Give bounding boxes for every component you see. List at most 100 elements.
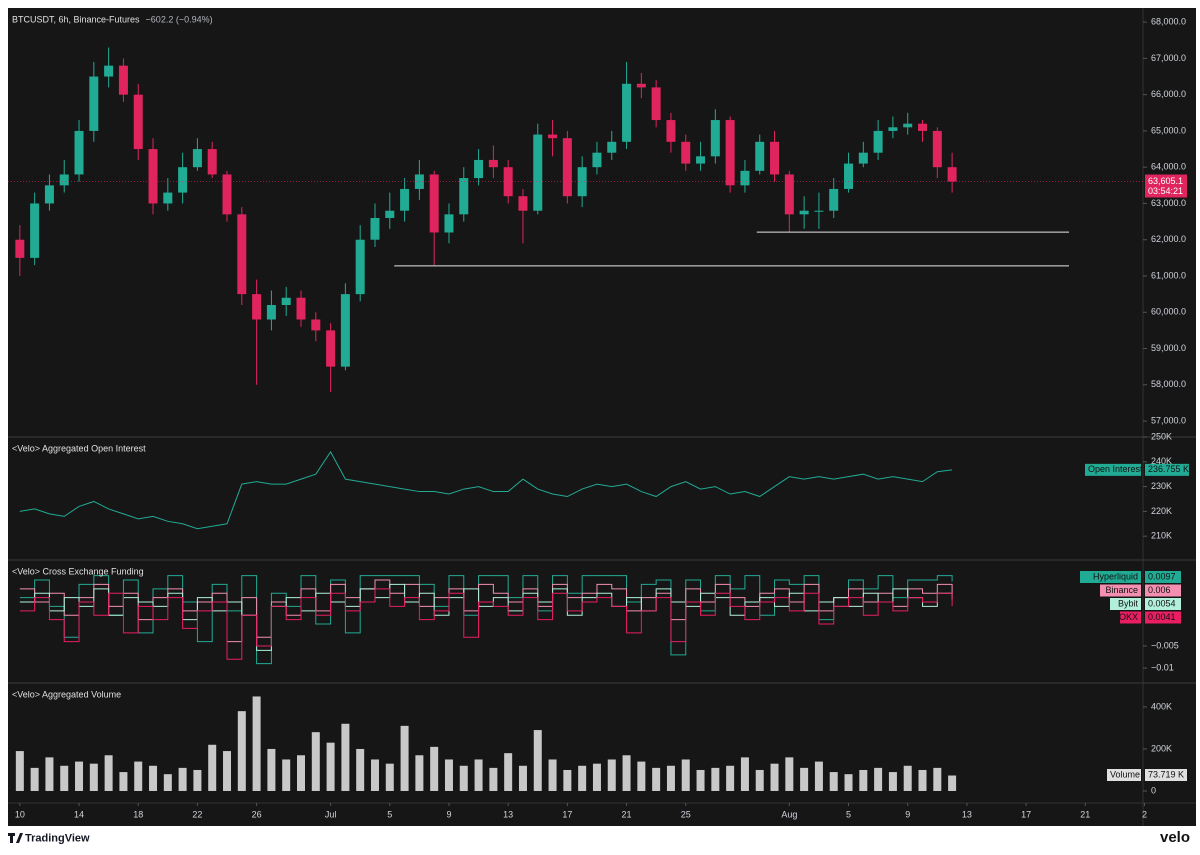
candle-body	[858, 152, 868, 164]
volume-bar	[681, 759, 690, 791]
funding-line	[19, 575, 953, 665]
volume-bar	[859, 769, 868, 791]
y-tick-label: −0.01	[1151, 662, 1174, 672]
candle-body	[488, 159, 498, 168]
x-tick-label: 22	[192, 809, 202, 819]
y-tick-label: −0.005	[1151, 640, 1179, 650]
volume-bar	[548, 759, 557, 791]
x-tick-label: 21	[1080, 809, 1090, 819]
volume-bar	[444, 759, 453, 791]
volume-bar	[15, 751, 24, 791]
legend-badge	[1107, 769, 1141, 781]
volume-bar	[607, 759, 616, 791]
volume-bar	[223, 751, 232, 791]
volume-bar	[504, 753, 513, 791]
x-tick-label: 5	[387, 809, 392, 819]
volume-bar	[267, 748, 276, 791]
volume-bar	[563, 769, 572, 791]
candle-body	[118, 65, 128, 95]
volume-bar	[814, 761, 823, 791]
volume-bar	[696, 769, 705, 791]
candle-body	[148, 149, 158, 204]
volume-bar	[666, 765, 675, 791]
candle-body	[89, 76, 99, 131]
y-tick-label: 64,000.0	[1151, 162, 1186, 172]
candle-body	[607, 141, 617, 153]
volume-bar	[637, 761, 646, 791]
candle-body	[829, 188, 839, 211]
volume-bar	[533, 730, 542, 791]
funding-line	[19, 588, 953, 660]
x-tick-label: 13	[962, 809, 972, 819]
candle-body	[15, 239, 25, 258]
y-tick-label: 200K	[1151, 743, 1172, 753]
legend-value-badge	[1145, 463, 1189, 476]
candle-body	[636, 83, 646, 88]
legend-value-badge	[1145, 769, 1187, 781]
candle-body	[651, 87, 661, 121]
candle-body	[592, 152, 602, 168]
volume-bar	[415, 755, 424, 791]
candle-body	[725, 120, 735, 186]
legend-badge	[1110, 598, 1141, 610]
volume-bar	[178, 767, 187, 791]
volume-bar	[356, 748, 365, 791]
candle-body	[370, 217, 380, 240]
volume-bar	[385, 763, 394, 791]
candle-body	[444, 214, 454, 233]
volume-bar	[903, 765, 912, 791]
volume-bar	[592, 763, 601, 791]
y-tick-label: 68,000.0	[1151, 17, 1186, 27]
volume-bar	[578, 765, 587, 791]
last-price-badge	[1145, 174, 1187, 198]
candle-body	[740, 170, 750, 186]
candle-body	[474, 159, 484, 179]
chart-background	[8, 8, 1196, 826]
y-tick-label: 59,000.0	[1151, 343, 1186, 353]
candle-body	[799, 210, 809, 215]
y-tick-label: 61,000.0	[1151, 270, 1186, 280]
candle-body	[178, 167, 188, 193]
legend-badge	[1085, 463, 1141, 476]
volume-bar	[770, 763, 779, 791]
legend-value: 73.719 K	[1148, 769, 1184, 779]
candle-body	[222, 174, 232, 215]
legend-value-badge	[1145, 611, 1181, 624]
logo-icon	[8, 833, 23, 843]
candle-body	[44, 185, 54, 204]
volume-bar	[104, 755, 113, 791]
candle-body	[947, 167, 957, 182]
tradingview-logo: TradingView	[8, 832, 90, 844]
candle-body	[266, 305, 276, 320]
x-tick-label: 5	[846, 809, 851, 819]
x-tick-label: 17	[1021, 809, 1031, 819]
volume-bar	[948, 775, 957, 791]
volume-bar	[933, 767, 942, 791]
y-tick-label: 63,000.0	[1151, 198, 1186, 208]
panel-title: <Velo> Cross Exchange Funding	[12, 566, 144, 576]
candle-body	[30, 203, 40, 258]
x-tick-label: 10	[15, 809, 25, 819]
candle-body	[252, 294, 262, 320]
panel-title: BTCUSDT, 6h, Binance-Futures	[12, 14, 140, 24]
candle-body	[577, 167, 587, 197]
watermark: velo	[1160, 829, 1190, 846]
candle-body	[459, 178, 469, 215]
legend-value: 0.006	[1148, 585, 1171, 595]
candle-body	[326, 330, 336, 367]
candle-body	[666, 120, 676, 142]
volume-bar	[844, 774, 853, 791]
candle-body	[932, 130, 942, 168]
y-tick-label: 400K	[1151, 701, 1172, 711]
candle-body	[59, 174, 69, 186]
y-tick-label: 67,000.0	[1151, 53, 1186, 63]
legend-name: Open Interest	[1088, 464, 1143, 474]
legend-name: Volume	[1110, 769, 1140, 779]
candle-body	[844, 163, 854, 189]
candle-body	[518, 196, 528, 211]
volume-bar	[785, 757, 794, 791]
brand-name: TradingView	[25, 832, 90, 844]
panel-subtitle: −602.2 (−0.94%)	[146, 14, 213, 24]
